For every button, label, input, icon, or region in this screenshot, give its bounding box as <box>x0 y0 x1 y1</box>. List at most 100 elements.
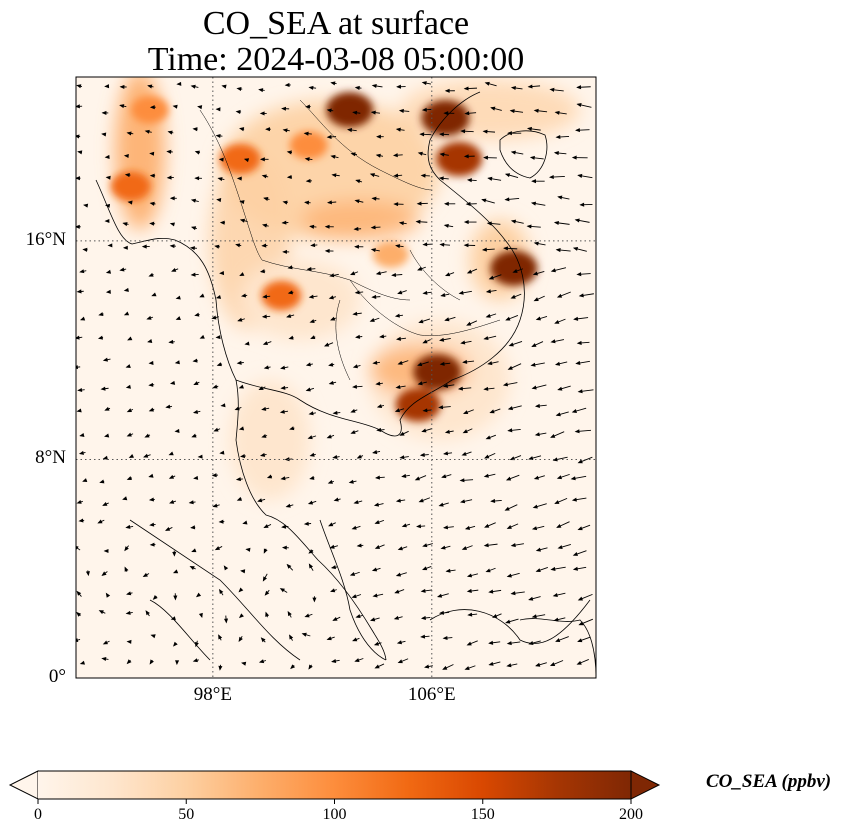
wind-arrowhead <box>279 588 285 593</box>
wind-arrowhead <box>79 660 85 665</box>
wind-arrowhead <box>76 176 80 181</box>
wind-arrowhead <box>76 224 80 229</box>
wind-arrowhead <box>166 149 172 154</box>
wind-arrowhead <box>371 83 377 89</box>
wind-arrowhead <box>104 218 110 224</box>
wind-arrowhead <box>326 134 332 139</box>
wind-arrowhead <box>149 522 155 527</box>
wind-arrowhead <box>105 592 111 598</box>
wind-vectors <box>76 81 594 671</box>
wind-arrowhead <box>239 127 245 132</box>
wind-arrowhead <box>419 452 425 457</box>
wind-arrowhead <box>288 335 294 340</box>
wind-arrowhead <box>554 110 560 115</box>
wind-arrowhead <box>577 389 583 394</box>
wind-arrowhead <box>196 592 202 598</box>
wind-arrowhead <box>243 158 250 163</box>
wind-arrowhead <box>287 610 292 617</box>
lon-tick-label: 106°E <box>407 684 456 705</box>
wind-arrowhead <box>175 660 180 666</box>
wind-arrowhead <box>504 197 510 202</box>
wind-arrowhead <box>235 477 241 482</box>
wind-arrowhead <box>219 271 225 276</box>
wind-arrowhead <box>103 548 109 554</box>
wind-arrowhead <box>439 361 445 366</box>
wind-arrowhead <box>531 614 537 619</box>
wind-arrowhead <box>508 342 514 347</box>
wind-arrowhead <box>97 335 104 340</box>
wind-arrowhead <box>481 198 487 203</box>
wind-arrowhead <box>348 479 354 484</box>
wind-arrowhead <box>328 380 334 385</box>
wind-arrowhead <box>168 451 174 456</box>
wind-arrowhead <box>281 524 287 529</box>
wind-arrowhead <box>506 525 512 529</box>
wind-arrowhead <box>485 568 491 573</box>
wind-arrowhead <box>398 108 404 113</box>
wind-arrowhead <box>198 612 203 619</box>
wind-arrowhead <box>420 588 426 593</box>
wind-arrowhead <box>219 220 225 225</box>
wind-arrowhead <box>323 342 330 347</box>
wind-arrowhead <box>379 334 385 339</box>
wind-arrowhead <box>119 104 125 109</box>
wind-arrowhead <box>236 87 242 92</box>
wind-arrowhead <box>531 343 537 347</box>
wind-arrowhead <box>289 426 295 431</box>
wind-arrowhead <box>328 362 334 367</box>
wind-arrowhead <box>217 177 223 182</box>
wind-arrowhead <box>375 381 381 386</box>
wind-arrowhead <box>421 107 427 112</box>
wind-arrowhead <box>215 335 221 340</box>
wind-arrowhead <box>555 638 561 642</box>
wind-arrowhead <box>420 615 426 620</box>
wind-arrowhead <box>441 474 447 479</box>
wind-arrowhead <box>422 242 428 247</box>
wind-arrowhead <box>126 408 132 413</box>
wind-arrowhead <box>144 129 150 134</box>
wind-arrowhead <box>220 403 226 408</box>
wind-arrowhead <box>510 591 516 596</box>
wind-arrowhead <box>218 519 224 524</box>
wind-arrowhead <box>483 473 489 478</box>
wind-arrowhead <box>350 271 356 276</box>
wind-arrowhead <box>395 572 402 577</box>
wind-arrowhead <box>444 317 450 322</box>
wind-arrowhead <box>507 365 513 370</box>
wind-arrowhead <box>420 173 426 178</box>
wind-arrowhead <box>100 386 106 391</box>
wind-arrowhead <box>554 500 560 504</box>
wind-arrowhead <box>374 664 380 669</box>
wind-arrowhead <box>85 571 90 577</box>
wind-arrowhead <box>463 86 469 91</box>
wind-arrowhead <box>78 518 84 523</box>
wind-arrowhead <box>289 634 294 640</box>
wind-arrowhead <box>101 657 107 662</box>
wind-arrowhead <box>176 81 182 86</box>
wind-arrowhead <box>576 660 582 665</box>
wind-arrowhead <box>354 244 359 249</box>
wind-arrowhead <box>370 110 376 115</box>
wind-arrowhead <box>145 610 150 616</box>
wind-arrowhead <box>418 498 424 503</box>
wind-arrowhead <box>238 587 244 593</box>
wind-arrowhead <box>488 640 494 645</box>
wind-arrowhead <box>147 339 153 343</box>
map-panel <box>76 77 596 678</box>
wind-arrowhead <box>308 294 314 299</box>
wind-arrowhead <box>190 226 197 231</box>
wind-arrowhead <box>107 243 113 248</box>
wind-arrowhead <box>105 269 112 274</box>
co-hotspot <box>131 95 169 124</box>
wind-arrowhead <box>350 408 356 413</box>
wind-arrowhead <box>466 641 472 646</box>
wind-arrowhead <box>528 641 534 645</box>
wind-arrowhead <box>173 595 178 601</box>
wind-arrowhead <box>332 455 338 460</box>
colorbar-tick-label: 0 <box>34 806 42 823</box>
wind-arrowhead <box>422 566 428 571</box>
wind-arrowhead <box>304 200 310 205</box>
wind-arrowhead <box>372 450 378 455</box>
wind-arrowhead <box>352 637 358 642</box>
wind-arrowhead <box>535 316 541 321</box>
